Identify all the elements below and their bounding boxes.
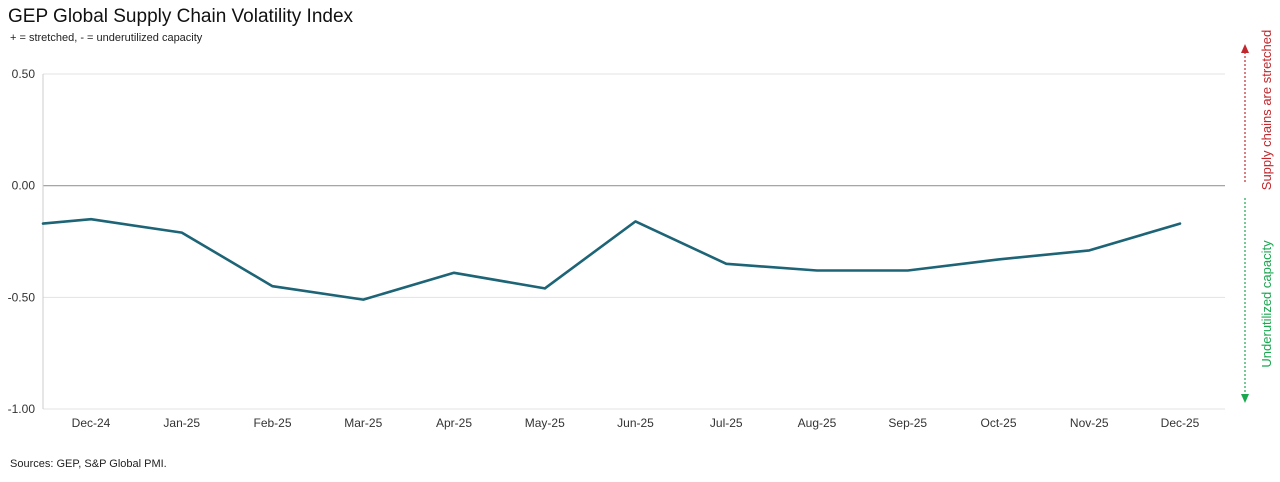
series-line xyxy=(41,217,1182,301)
y-tick-label: 0.50 xyxy=(12,67,36,81)
y-tick-labels: 0.50 0.00 -0.50 -1.00 xyxy=(8,67,36,416)
x-tick-label: Jun-25 xyxy=(617,416,654,430)
series-layer xyxy=(41,217,1182,301)
x-tick-label: Mar-25 xyxy=(344,416,382,430)
x-tick-label: Jul-25 xyxy=(710,416,743,430)
x-tick-label: Apr-25 xyxy=(436,416,472,430)
x-tick-label: Nov-25 xyxy=(1070,416,1109,430)
stretched-arrow-head-icon xyxy=(1241,44,1249,53)
underutilized-arrow-head-icon xyxy=(1241,394,1249,403)
x-tick-label: Oct-25 xyxy=(980,416,1016,430)
chart-source: Sources: GEP, S&P Global PMI. xyxy=(10,458,167,470)
x-tick-label: Sep-25 xyxy=(888,416,927,430)
chart-title: GEP Global Supply Chain Volatility Index xyxy=(8,6,354,27)
y-tick-label: -0.50 xyxy=(8,290,36,304)
grid-lines xyxy=(43,73,1225,410)
x-tick-label: Jan-25 xyxy=(163,416,200,430)
x-tick-label: Aug-25 xyxy=(798,416,837,430)
stretched-label: Supply chains are stretched xyxy=(1259,30,1274,190)
underutilized-label: Underutilized capacity xyxy=(1259,240,1274,368)
y-tick-label: 0.00 xyxy=(12,179,36,193)
x-tick-labels: Dec-24 Jan-25 Feb-25 Mar-25 Apr-25 May-25 Jun-… xyxy=(72,416,1200,430)
chart-subtitle: + = stretched, - = underutilized capacit… xyxy=(10,32,203,44)
x-tick-label: Dec-25 xyxy=(1161,416,1200,430)
y-tick-label: -1.00 xyxy=(8,402,36,416)
x-tick-label: Dec-24 xyxy=(72,416,111,430)
x-tick-label: Feb-25 xyxy=(253,416,291,430)
side-annotations: Supply chains are stretched Underutilized… xyxy=(1241,30,1274,403)
x-tick-label: May-25 xyxy=(525,416,565,430)
